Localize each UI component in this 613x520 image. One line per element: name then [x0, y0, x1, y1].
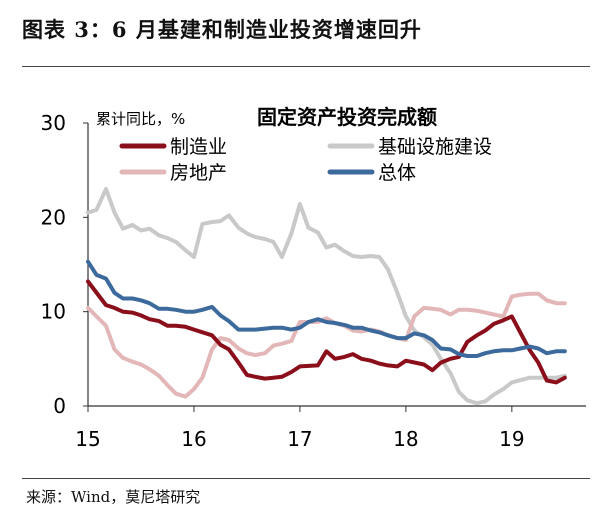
y-tick-label: 30	[41, 111, 66, 135]
source-note: 来源：Wind，莫尼塔研究	[26, 488, 201, 506]
x-tick-label: 17	[287, 427, 312, 451]
x-tick-label: 19	[499, 427, 524, 451]
chart-title: 固定资产投资完成额	[257, 105, 437, 129]
series-line-0	[86, 279, 567, 385]
x-tick-label: 16	[181, 427, 206, 451]
legend-label-2: 房地产	[170, 162, 227, 184]
legend-label-0: 制造业	[170, 136, 227, 158]
chart-axes: 0 10 20 30 15 16 17 18 19	[41, 111, 586, 451]
series-line-1	[86, 187, 567, 406]
y-tick-label: 20	[41, 205, 66, 229]
series-lines	[86, 187, 567, 406]
y-tick-label: 10	[41, 300, 66, 324]
legend-label-3: 总体	[378, 162, 416, 184]
x-tick-label: 15	[75, 427, 100, 451]
x-tick-label: 18	[393, 427, 418, 451]
series-line-3	[86, 259, 567, 358]
y-tick-label: 0	[53, 394, 66, 418]
y-axis-label: 累计同比，%	[96, 110, 185, 128]
bottom-rule	[22, 478, 590, 479]
legend-label-1: 基础设施建设	[378, 136, 492, 158]
figure-title: 图表 3：6 月基建和制造业投资增速回升	[22, 17, 422, 42]
top-rule	[22, 66, 590, 67]
